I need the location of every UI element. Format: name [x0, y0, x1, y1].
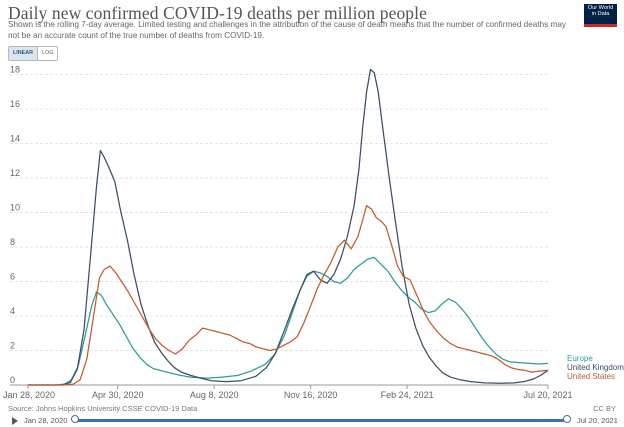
x-tick-label: Jul 20, 2021 — [523, 390, 572, 400]
play-icon[interactable] — [12, 417, 18, 425]
x-tick-label: Aug 8, 2020 — [190, 390, 239, 400]
license-note[interactable]: CC BY — [593, 404, 616, 413]
x-axis-ticks: Jan 28, 2020 Apr 30, 2020 Aug 8, 2020 Nov 1… — [3, 385, 573, 400]
y-tick-label: 4 — [10, 306, 15, 316]
timeline-end-label: Jul 20, 2021 — [577, 416, 618, 425]
y-tick-label: 8 — [10, 237, 15, 247]
series-layer — [28, 68, 549, 386]
chart-subtitle: Shown is the rolling 7-day average. Limi… — [8, 20, 566, 40]
x-tick-label: Nov 16, 2020 — [284, 390, 338, 400]
y-axis-ticks: 0 2 4 6 8 10 12 14 16 18 — [10, 65, 20, 385]
x-tick-label: Apr 30, 2020 — [92, 390, 144, 400]
scale-toggle: LINEAR LOG — [8, 46, 59, 61]
source-note[interactable]: Source: Johns Hopkins University CSSE CO… — [8, 404, 198, 413]
y-tick-label: 14 — [10, 134, 20, 144]
linear-scale-button[interactable]: LINEAR — [9, 47, 38, 60]
series-line-united-states[interactable] — [28, 205, 549, 386]
logo-line-2: in Data — [591, 11, 610, 18]
chart-title: Daily new confirmed COVID-19 deaths per … — [8, 3, 427, 23]
x-tick-label: Feb 24, 2021 — [381, 390, 434, 400]
timeline-slider: Jan 28, 2020 Jul 20, 2021 — [0, 414, 624, 427]
y-tick-label: 0 — [10, 375, 15, 385]
series-line-europe[interactable] — [28, 256, 549, 386]
grid-layer — [10, 74, 548, 386]
legend-label-europe[interactable]: Europe — [567, 354, 593, 363]
timeline-start-handle[interactable] — [71, 415, 79, 423]
logo-line-1: Our World — [587, 5, 614, 11]
x-tick-label: Jan 28, 2020 — [3, 390, 55, 400]
y-tick-label: 6 — [10, 272, 15, 282]
y-tick-label: 12 — [10, 168, 20, 178]
y-tick-label: 2 — [10, 341, 15, 351]
timeline-start-label: Jan 28, 2020 — [24, 416, 68, 425]
y-tick-label: 16 — [10, 99, 20, 109]
legend-label-united-kingdom[interactable]: United Kingdom — [567, 363, 624, 372]
timeline-track[interactable] — [75, 419, 567, 422]
y-tick-label: 18 — [10, 65, 20, 75]
logo-accent-bar — [584, 24, 617, 27]
y-tick-label: 10 — [10, 203, 20, 213]
series-line-united-kingdom[interactable] — [28, 68, 549, 386]
legend-label-united-states[interactable]: United States — [567, 372, 615, 381]
owid-logo[interactable]: Our World in Data — [584, 4, 617, 27]
log-scale-button[interactable]: LOG — [37, 47, 57, 60]
timeline-end-handle[interactable] — [563, 415, 571, 423]
